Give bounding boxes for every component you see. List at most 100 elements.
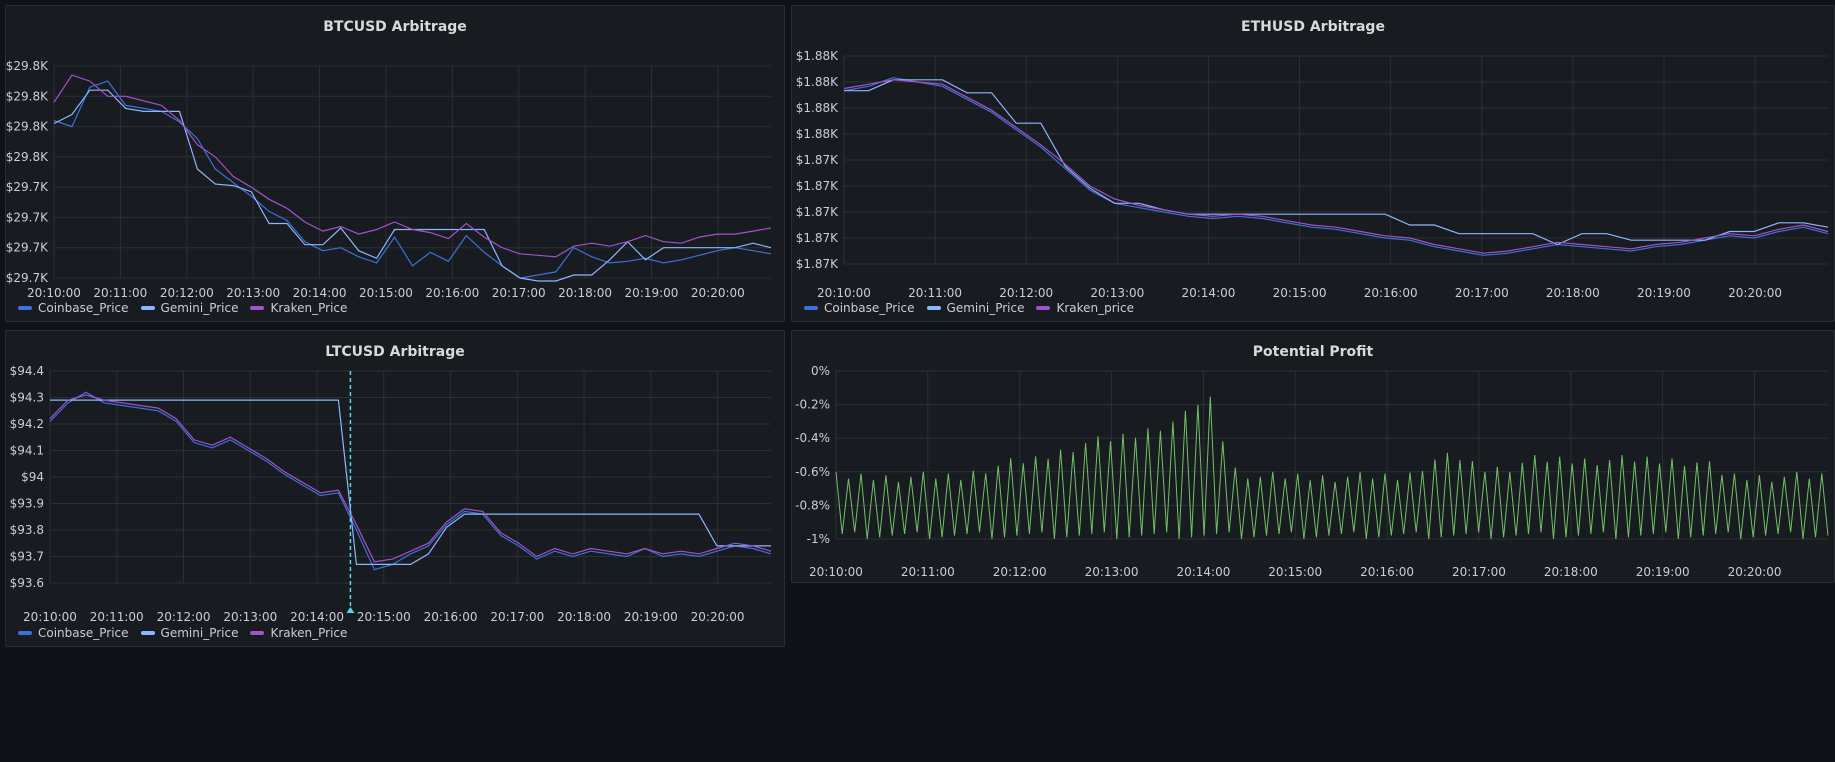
y-tick-label: $94.2 [10,417,44,431]
x-tick-label: 20:11:00 [90,610,144,624]
profit-chart[interactable]: -1% -0.8% -0.6% -0.4% -0.2% 0% 20:10:00 20:11:0… [792,331,1835,584]
x-tick-label: 20:17:00 [1452,565,1506,579]
series-line-kraken_price [53,74,772,258]
x-tick-label: 20:18:00 [557,610,611,624]
x-tick-label: 20:15:00 [1268,565,1322,579]
btc-chart[interactable]: $29.7K $29.7K $29.7K $29.7K $29.8K $29.8K $29.… [6,6,786,323]
legend-item-coinbase[interactable]: Coinbase_Price [18,626,129,640]
x-tick-label: 20:16:00 [1364,286,1418,300]
y-tick-label: $1.88K [796,127,839,141]
y-tick-label: $29.7K [6,271,49,285]
x-tick-label: 20:18:00 [558,286,612,300]
x-tick-label: 20:20:00 [691,286,745,300]
x-tick-label: 20:14:00 [1181,286,1235,300]
eth-panel: ETHUSD Arbitrage $1.87K $1.87K $1.87K $1.87… [791,5,1835,322]
profit-panel: Potential Profit -1% -0.8% -0.6% -0.4% -0.2%… [791,330,1835,583]
x-tick-label: 20:19:00 [625,286,679,300]
x-tick-label: 20:18:00 [1546,286,1600,300]
y-tick-label: $1.88K [796,49,839,63]
y-tick-label: $1.88K [796,101,839,115]
series-line-gemini_price [53,89,772,282]
legend-label: Kraken_Price [270,626,348,640]
x-tick-label: 20:10:00 [817,286,871,300]
y-tick-label: $1.87K [796,179,839,193]
x-tick-label: 20:13:00 [223,610,277,624]
legend-item-coinbase[interactable]: Coinbase_Price [18,301,129,315]
ltc-chart[interactable]: $93.6 $93.7 $93.8 $93.9 $94 $94.1 $94.2 $94.3 $9… [6,331,786,648]
series-line-coinbase_price [843,77,1829,256]
x-tick-label: 20:15:00 [357,610,411,624]
legend-item-kraken[interactable]: Kraken_price [1036,301,1134,315]
y-tick-label: -0.2% [795,398,830,412]
series-line-potential-profit [835,396,1829,540]
y-tick-label: $94 [21,470,44,484]
x-tick-label: 20:11:00 [93,286,147,300]
y-tick-label: -0.4% [795,431,830,445]
legend-swatch [140,306,155,310]
series-line-kraken_price [843,79,1829,254]
x-tick-label: 20:12:00 [993,565,1047,579]
y-tick-label: $94.1 [10,444,44,458]
x-tick-label: 20:14:00 [290,610,344,624]
x-tick-label: 20:10:00 [809,565,863,579]
y-tick-label: -1% [807,532,830,546]
panel-title: ETHUSD Arbitrage [1241,19,1385,35]
x-tick-label: 20:15:00 [359,286,413,300]
legend-label: Gemini_Price [160,301,239,315]
legend-label: Gemini_Price [160,626,239,640]
x-tick-label: 20:10:00 [27,286,81,300]
x-tick-label: 20:12:00 [160,286,214,300]
legend-item-kraken[interactable]: Kraken_Price [250,301,347,315]
x-tick-label: 20:17:00 [1455,286,1509,300]
x-tick-label: 20:20:00 [1728,565,1782,579]
legend-swatch [250,306,265,310]
y-tick-label: $93.9 [10,497,44,511]
panel-title: Potential Profit [1252,344,1374,360]
x-tick-label: 20:11:00 [901,565,955,579]
eth-chart[interactable]: $1.87K $1.87K $1.87K $1.87K $1.87K $1.88K $1.8… [792,6,1835,323]
y-tick-label: $1.88K [796,75,839,89]
y-tick-label: $93.6 [10,576,44,590]
legend-label: Kraken_price [1056,301,1134,315]
y-tick-label: $94.3 [10,391,44,405]
legend-swatch [18,306,32,310]
x-tick-label: 20:12:00 [157,610,211,624]
x-tick-label: 20:20:00 [691,610,745,624]
btc-legend: Coinbase_Price Gemini_Price Kraken_Price [18,301,347,315]
y-tick-label: $1.87K [796,205,839,219]
y-tick-label: $1.87K [796,153,839,167]
legend-swatch [140,631,155,635]
x-tick-label: 20:19:00 [1636,565,1690,579]
legend-label: Coinbase_Price [824,301,915,315]
x-tick-label: 20:15:00 [1273,286,1327,300]
y-tick-label: $29.8K [6,89,49,103]
legend-swatch [804,306,818,310]
y-tick-label: $1.87K [796,257,839,271]
y-tick-label: 0% [811,364,830,378]
legend-item-coinbase[interactable]: Coinbase_Price [804,301,915,315]
legend-swatch [1036,306,1051,310]
x-tick-label: 20:14:00 [1176,565,1230,579]
legend-label: Kraken_Price [270,301,348,315]
series-line-kraken_price [49,394,772,563]
ltc-panel: LTCUSD Arbitrage $93.6 $93.7 $93.8 $93.9 $94… [5,330,785,647]
y-tick-label: -0.8% [795,498,830,512]
y-tick-label: $93.8 [10,523,44,537]
x-tick-label: 20:13:00 [1090,286,1144,300]
y-tick-label: $93.7 [10,550,44,564]
panel-title: LTCUSD Arbitrage [325,344,465,360]
legend-item-gemini[interactable]: Gemini_Price [140,626,239,640]
y-tick-label: $29.7K [6,180,49,194]
legend-item-gemini[interactable]: Gemini_Price [140,301,239,315]
y-tick-label: $29.8K [6,59,49,73]
legend-item-kraken[interactable]: Kraken_Price [250,626,347,640]
x-tick-label: 20:13:00 [1085,565,1139,579]
legend-label: Coinbase_Price [38,301,129,315]
legend-label: Gemini_Price [946,301,1025,315]
x-tick-label: 20:16:00 [424,610,478,624]
x-tick-label: 20:12:00 [999,286,1053,300]
legend-item-gemini[interactable]: Gemini_Price [926,301,1025,315]
x-tick-label: 20:20:00 [1728,286,1782,300]
y-tick-label: -0.6% [795,465,830,479]
x-tick-label: 20:16:00 [1360,565,1414,579]
